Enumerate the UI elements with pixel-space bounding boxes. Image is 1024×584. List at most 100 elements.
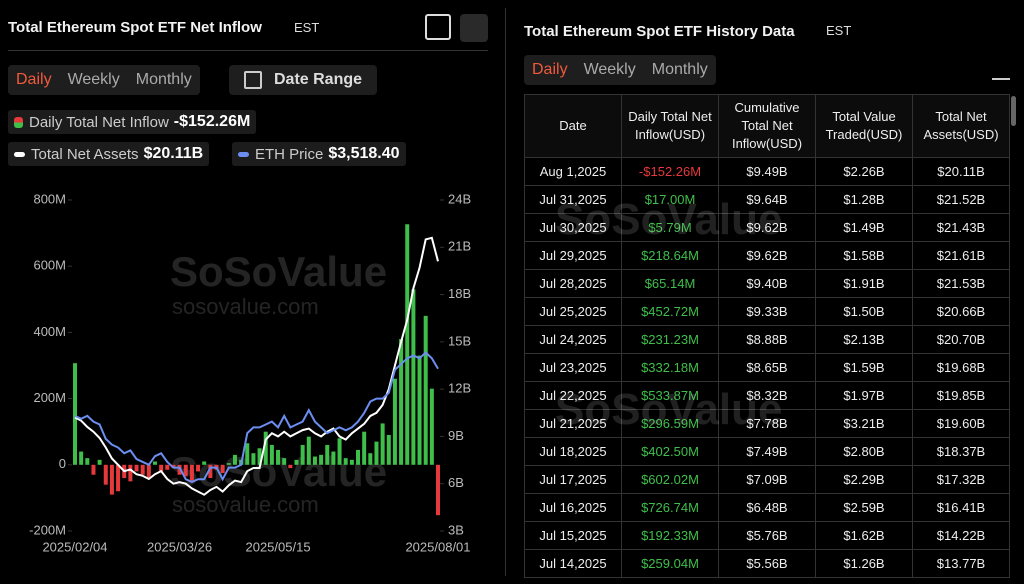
- table-cell: $17.32B: [912, 465, 1010, 494]
- table-cell: $19.60B: [912, 409, 1010, 438]
- bar: [226, 463, 231, 465]
- y-tick-label: 200M: [33, 390, 66, 405]
- date-range-button[interactable]: Date Range: [229, 65, 377, 95]
- y2-tick-label: 3B: [448, 522, 464, 537]
- bar: [392, 378, 397, 465]
- legend-label: Total Net Assets: [31, 145, 139, 163]
- table-cell: $9.49B: [718, 157, 816, 186]
- table-cell: $1.62B: [815, 521, 913, 550]
- table-cell: $19.68B: [912, 353, 1010, 382]
- table-row: Jul 31,2025 $17.00M $9.64B $1.28B $21.52B: [524, 185, 1010, 214]
- table-cell: $21.53B: [912, 269, 1010, 298]
- bar: [411, 289, 416, 465]
- scrollbar[interactable]: [1011, 96, 1016, 126]
- legend-item[interactable]: Daily Total Net Inflow -$152.26M: [8, 110, 257, 134]
- table-cell: Jul 31,2025: [524, 185, 622, 214]
- bar: [257, 448, 262, 465]
- bar: [196, 464, 201, 472]
- bar: [183, 464, 188, 477]
- bar: [288, 464, 293, 469]
- button-label: Date Range: [273, 71, 363, 88]
- table-cell: Jul 23,2025: [524, 353, 622, 382]
- table-row: Jul 15,2025 $192.33M $5.76B $1.62B $14.22B: [524, 521, 1010, 550]
- tab[interactable]: Monthly: [135, 71, 192, 88]
- tab[interactable]: Monthly: [651, 61, 708, 78]
- table-cell: $1.59B: [815, 353, 913, 382]
- bar: [337, 438, 342, 465]
- y2-tick-label: 6B: [448, 475, 464, 490]
- header-row: Date Daily Total Net Inflow(USD) Cumulativ…: [524, 94, 1010, 158]
- legend-item[interactable]: Total Net Assets $20.11B: [8, 142, 210, 166]
- table-cell: $14.22B: [912, 521, 1010, 550]
- table-cell: -$152.26M: [621, 157, 719, 186]
- table-cell: $8.65B: [718, 353, 816, 382]
- bar: [429, 388, 434, 465]
- bar: [380, 423, 385, 465]
- table-cell: $65.14M: [621, 269, 719, 298]
- table-cell: $452.72M: [621, 297, 719, 326]
- watermark-url: sosovalue.com: [172, 294, 319, 319]
- bar: [91, 464, 96, 475]
- timezone[interactable]: EST: [826, 23, 852, 38]
- table-cell: $218.64M: [621, 241, 719, 270]
- table-cell: $21.61B: [912, 241, 1010, 270]
- table-cell: $20.70B: [912, 325, 1010, 354]
- y2-tick-label: 18B: [448, 286, 471, 301]
- bar: [306, 436, 311, 465]
- column-header: Daily Total Net Inflow(USD): [621, 94, 719, 158]
- bar: [269, 444, 274, 465]
- calendar-icon: [243, 71, 262, 89]
- legend-item[interactable]: ETH Price $3,518.40: [232, 142, 406, 166]
- bar: [300, 444, 305, 465]
- table-cell: $21.52B: [912, 185, 1010, 214]
- table-cell: $5.56B: [718, 549, 816, 578]
- table-cell: Jul 24,2025: [524, 325, 622, 354]
- table-cell: $2.29B: [815, 465, 913, 494]
- table-cell: $1.49B: [815, 213, 913, 242]
- legend-label: Daily Total Net Inflow: [29, 113, 169, 131]
- tab[interactable]: Daily: [532, 61, 568, 78]
- chart: SoSoValuesosovalue.comSoSoValuesosovalue…: [29, 191, 471, 554]
- table-cell: $1.97B: [815, 381, 913, 410]
- tab[interactable]: Daily: [16, 71, 52, 88]
- table-cell: $8.88B: [718, 325, 816, 354]
- tab[interactable]: Weekly: [583, 61, 636, 78]
- watermark: SoSoValue: [555, 195, 783, 244]
- table-cell: $3.21B: [815, 409, 913, 438]
- legend-value: -$152.26M: [173, 113, 251, 130]
- bar: [405, 224, 410, 465]
- fullscreen-button[interactable]: [425, 14, 451, 40]
- share-button[interactable]: [460, 14, 488, 42]
- bar: [386, 435, 391, 465]
- bar: [85, 458, 90, 465]
- bar: [79, 451, 84, 465]
- table-row: Jul 28,2025 $65.14M $9.40B $1.91B $21.53B: [524, 269, 1010, 298]
- y2-tick-label: 12B: [448, 381, 471, 396]
- column-header: Date: [524, 94, 622, 158]
- bar: [356, 449, 361, 465]
- table-row: Jul 18,2025 $402.50M $7.49B $2.80B $18.37B: [524, 437, 1010, 466]
- tab-group: Daily Weekly Monthly: [524, 55, 716, 85]
- table-cell: Jul 16,2025: [524, 493, 622, 522]
- table-row: Jul 30,2025 $5.79M $9.62B $1.49B $21.43B: [524, 213, 1010, 242]
- table-cell: $402.50M: [621, 437, 719, 466]
- bar: [109, 464, 114, 495]
- table-cell: $332.18M: [621, 353, 719, 382]
- x-tick-label: 2025/05/15: [245, 539, 310, 554]
- timezone[interactable]: EST: [294, 20, 320, 35]
- table-cell: Jul 18,2025: [524, 437, 622, 466]
- table-cell: $1.58B: [815, 241, 913, 270]
- watermark: SoSoValue: [170, 248, 387, 295]
- bar: [232, 454, 237, 465]
- bar: [220, 464, 225, 474]
- panel-title: Total Ethereum Spot ETF Net Inflow: [8, 19, 262, 36]
- bar: [134, 464, 139, 472]
- download-button[interactable]: [992, 60, 1010, 80]
- table-cell: $5.76B: [718, 521, 816, 550]
- table-cell: $9.62B: [718, 241, 816, 270]
- y-tick-label: 600M: [33, 258, 66, 273]
- tab[interactable]: Weekly: [67, 71, 120, 88]
- bar: [374, 441, 379, 465]
- y-tick-label: 400M: [33, 324, 66, 339]
- table-row: Jul 17,2025 $602.02M $7.09B $2.29B $17.32B: [524, 465, 1010, 494]
